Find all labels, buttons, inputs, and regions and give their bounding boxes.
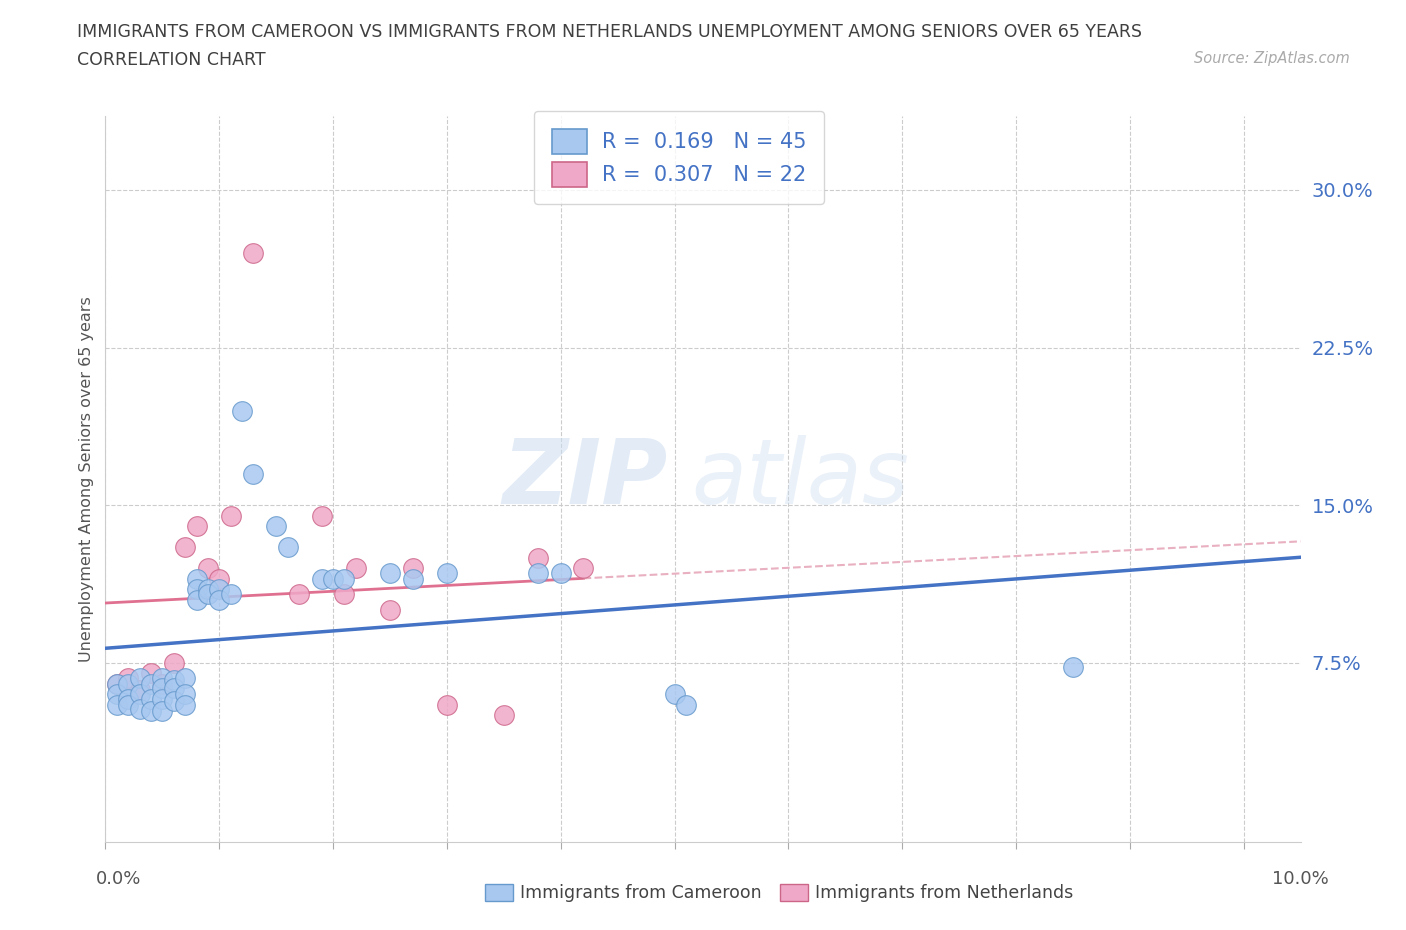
Point: [208, 592, 231, 607]
Point: [117, 676, 139, 691]
Point: [186, 571, 208, 586]
Point: [128, 687, 150, 702]
Y-axis label: Unemployment Among Seniors over 65 years: Unemployment Among Seniors over 65 years: [79, 296, 94, 662]
Point: [550, 565, 572, 580]
Point: [242, 466, 264, 481]
Point: [402, 561, 425, 576]
Point: [402, 571, 425, 586]
Point: [572, 561, 595, 576]
Point: [219, 586, 242, 601]
Text: 10.0%: 10.0%: [1272, 870, 1329, 888]
Text: Immigrants from Netherlands: Immigrants from Netherlands: [815, 884, 1074, 902]
Point: [163, 681, 186, 696]
Text: Source: ZipAtlas.com: Source: ZipAtlas.com: [1194, 51, 1350, 66]
Point: [436, 565, 458, 580]
Point: [344, 561, 367, 576]
Point: [186, 519, 208, 534]
Text: 0.0%: 0.0%: [96, 870, 141, 888]
Point: [1062, 659, 1084, 674]
Point: [150, 704, 173, 719]
Point: [231, 404, 253, 418]
Text: atlas: atlas: [692, 435, 910, 523]
Text: Immigrants from Cameroon: Immigrants from Cameroon: [520, 884, 762, 902]
Point: [197, 561, 219, 576]
Point: [139, 666, 162, 681]
Text: IMMIGRANTS FROM CAMEROON VS IMMIGRANTS FROM NETHERLANDS UNEMPLOYMENT AMONG SENIO: IMMIGRANTS FROM CAMEROON VS IMMIGRANTS F…: [77, 23, 1142, 41]
Point: [105, 687, 128, 702]
Point: [208, 571, 231, 586]
Point: [117, 691, 139, 706]
Point: [675, 698, 697, 712]
Point: [139, 676, 162, 691]
Point: [311, 571, 333, 586]
Text: ZIP: ZIP: [502, 435, 666, 523]
Point: [186, 592, 208, 607]
Point: [174, 687, 197, 702]
Point: [163, 656, 186, 671]
Point: [242, 246, 264, 260]
Point: [174, 698, 197, 712]
Point: [527, 565, 550, 580]
Point: [288, 586, 311, 601]
Point: [150, 681, 173, 696]
Point: [163, 672, 186, 687]
Point: [150, 676, 173, 691]
Point: [436, 698, 458, 712]
Point: [322, 571, 344, 586]
Point: [264, 519, 287, 534]
Point: [128, 702, 150, 717]
Point: [277, 539, 299, 554]
Point: [664, 687, 686, 702]
Text: CORRELATION CHART: CORRELATION CHART: [77, 51, 266, 69]
Point: [150, 691, 173, 706]
Point: [163, 694, 186, 709]
Point: [333, 586, 356, 601]
Point: [139, 691, 162, 706]
Point: [378, 603, 401, 618]
Point: [117, 671, 139, 685]
Point: [186, 582, 208, 597]
Point: [105, 698, 128, 712]
Point: [311, 509, 333, 524]
Point: [128, 683, 150, 698]
Point: [117, 698, 139, 712]
Point: [492, 708, 515, 723]
Point: [139, 704, 162, 719]
Point: [378, 565, 401, 580]
Point: [174, 539, 197, 554]
Point: [219, 509, 242, 524]
Point: [174, 671, 197, 685]
Point: [527, 551, 550, 565]
Point: [150, 671, 173, 685]
Point: [105, 676, 128, 691]
Point: [197, 586, 219, 601]
Point: [128, 671, 150, 685]
Point: [197, 582, 219, 597]
Point: [333, 571, 356, 586]
Point: [208, 582, 231, 597]
Point: [105, 676, 128, 691]
Legend: R =  0.169   N = 45, R =  0.307   N = 22: R = 0.169 N = 45, R = 0.307 N = 22: [534, 112, 824, 205]
